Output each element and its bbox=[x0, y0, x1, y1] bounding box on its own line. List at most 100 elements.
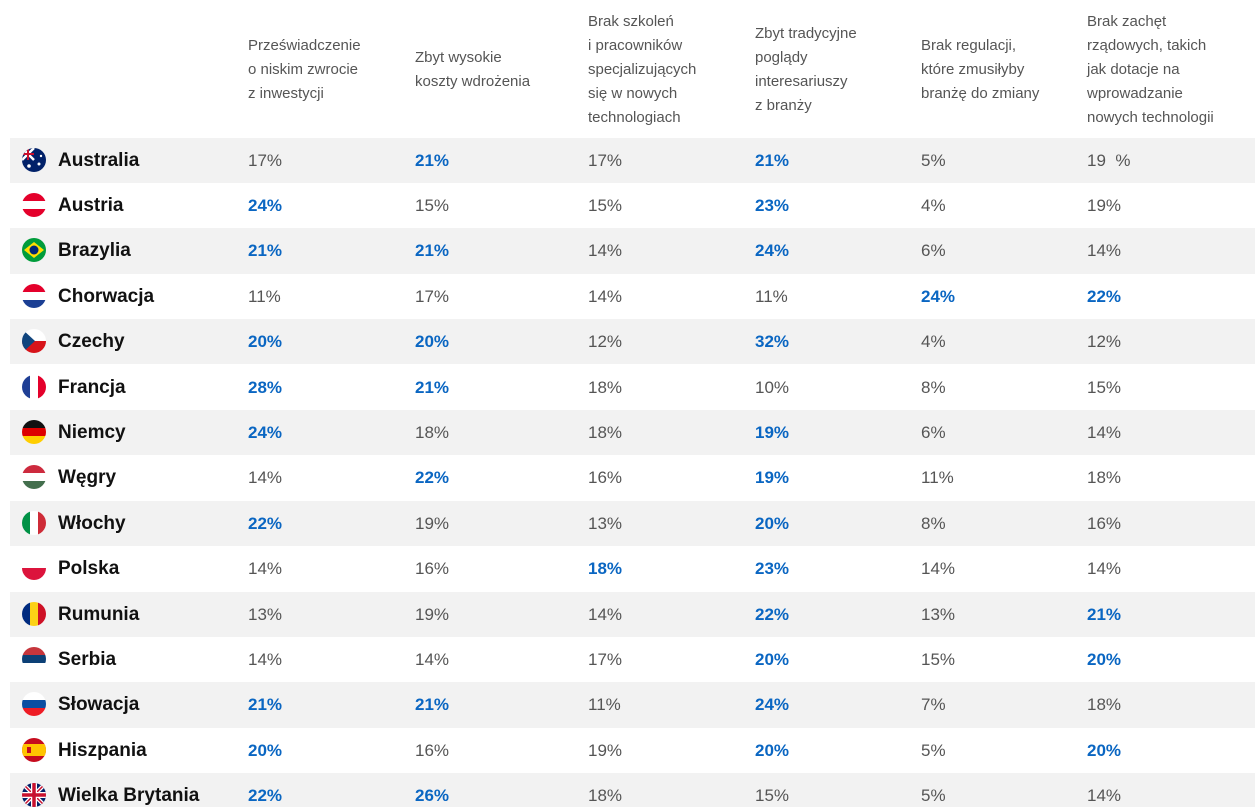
country-name: Włochy bbox=[58, 512, 126, 534]
flag-icon bbox=[22, 192, 46, 217]
table-cell: 32% bbox=[755, 332, 790, 352]
table-cell: 28% bbox=[248, 377, 283, 397]
table-row: Słowacja 21% 21% 11% 24% 7% 18% bbox=[10, 682, 1255, 728]
table-cell: 15% bbox=[921, 649, 956, 669]
table-cell: 22% bbox=[755, 604, 790, 624]
table-cell: 22% bbox=[1087, 286, 1122, 306]
country-name: Polska bbox=[58, 558, 120, 580]
country-name: Rumunia bbox=[58, 603, 140, 625]
table-row: Serbia 14% 14% 17% 20% 15% 20% bbox=[10, 637, 1255, 682]
table-cell: 26% bbox=[415, 786, 450, 806]
table-cell: 13% bbox=[248, 604, 283, 624]
table-cell: 16% bbox=[415, 740, 450, 760]
table-cell: 13% bbox=[921, 604, 956, 624]
column-header: Zbyt wysokie koszty wdrożenia bbox=[415, 49, 531, 90]
country-name: Niemcy bbox=[58, 421, 126, 443]
table-cell: 4% bbox=[921, 195, 946, 215]
table-cell: 7% bbox=[921, 695, 946, 715]
table-cell: 18% bbox=[588, 786, 623, 806]
table-cell: 20% bbox=[1087, 649, 1122, 669]
country-name: Chorwacja bbox=[58, 285, 155, 307]
flag-icon bbox=[22, 601, 46, 626]
table-cell: 22% bbox=[248, 513, 283, 533]
flag-icon bbox=[22, 419, 46, 444]
table-cell: 17% bbox=[588, 150, 623, 170]
table-cell: 23% bbox=[755, 195, 790, 215]
country-name: Brazylia bbox=[58, 240, 131, 262]
table-cell: 15% bbox=[1087, 377, 1122, 397]
table-cell: 20% bbox=[248, 332, 283, 352]
table-cell: 15% bbox=[755, 786, 790, 806]
table-cell: 18% bbox=[1087, 468, 1122, 488]
table-cell: 15% bbox=[588, 195, 623, 215]
column-header: Przeświadczenie o niskim zwrocie z inwes… bbox=[248, 37, 361, 102]
country-name: Słowacja bbox=[58, 694, 140, 716]
flag-icon bbox=[22, 238, 46, 263]
table-cell: 16% bbox=[588, 468, 623, 488]
table-cell: 19 % bbox=[1087, 150, 1131, 170]
country-name: Francja bbox=[58, 376, 126, 398]
table-cell: 14% bbox=[1087, 559, 1122, 579]
table-cell: 5% bbox=[921, 786, 946, 806]
flag-icon bbox=[22, 374, 46, 399]
table-cell: 8% bbox=[921, 377, 946, 397]
flag-icon bbox=[22, 646, 46, 671]
table-cell: 21% bbox=[415, 695, 450, 715]
table-cell: 11% bbox=[248, 286, 281, 306]
table-cell: 12% bbox=[1087, 332, 1122, 352]
table-row: Australia 17% 21% 17% 21% 5% 19 % bbox=[10, 137, 1255, 183]
table-row: Niemcy 24% 18% 18% 19% 6% 14% bbox=[10, 409, 1255, 456]
table-cell: 5% bbox=[921, 150, 946, 170]
table-cell: 22% bbox=[415, 468, 450, 488]
table-cell: 23% bbox=[755, 559, 790, 579]
table-cell: 17% bbox=[415, 286, 450, 306]
table-cell: 18% bbox=[588, 559, 623, 579]
flag-icon bbox=[22, 147, 46, 172]
table-cell: 14% bbox=[248, 649, 283, 669]
table-cell: 20% bbox=[755, 740, 790, 760]
column-header: Brak szkoleń i pracowników specjalizując… bbox=[588, 13, 697, 126]
table-row: Austria 24% 15% 15% 23% 4% 19% bbox=[10, 183, 1255, 228]
table-cell: 14% bbox=[921, 559, 956, 579]
flag-icon bbox=[22, 556, 46, 581]
table-cell: 6% bbox=[921, 241, 946, 261]
table-cell: 24% bbox=[755, 241, 790, 261]
table-cell: 15% bbox=[415, 195, 450, 215]
table-cell: 22% bbox=[248, 786, 283, 806]
table-cell: 24% bbox=[921, 286, 956, 306]
table-cell: 19% bbox=[1087, 195, 1122, 215]
flag-icon bbox=[22, 283, 46, 308]
table-cell: 24% bbox=[248, 422, 283, 442]
table-cell: 14% bbox=[248, 468, 283, 488]
table-cell: 20% bbox=[415, 332, 450, 352]
column-header: Zbyt tradycyjne poglądy interesariuszy z… bbox=[755, 25, 857, 114]
table-cell: 14% bbox=[415, 649, 450, 669]
table-cell: 18% bbox=[588, 422, 623, 442]
table-cell: 21% bbox=[248, 241, 283, 261]
table-cell: 10% bbox=[755, 377, 790, 397]
flag-icon bbox=[22, 737, 46, 762]
table-cell: 21% bbox=[415, 241, 450, 261]
table-row: Włochy 22% 19% 13% 20% 8% 16% bbox=[10, 500, 1255, 547]
table-row: Czechy 20% 20% 12% 32% 4% 12% bbox=[10, 319, 1255, 365]
table-cell: 21% bbox=[1087, 604, 1122, 624]
table-cell: 11% bbox=[755, 286, 788, 306]
table-cell: 14% bbox=[588, 604, 623, 624]
table-cell: 17% bbox=[588, 649, 623, 669]
table-row: Wielka Brytania 22% 26% 18% 15% 5% 14% bbox=[10, 773, 1255, 807]
country-name: Serbia bbox=[58, 648, 117, 670]
table-cell: 4% bbox=[921, 332, 946, 352]
table-cell: 16% bbox=[1087, 513, 1122, 533]
flag-icon bbox=[22, 329, 46, 354]
table-cell: 12% bbox=[588, 332, 623, 352]
table-cell: 18% bbox=[588, 377, 623, 397]
table-cell: 14% bbox=[1087, 241, 1122, 261]
table-row: Węgry 14% 22% 16% 19% 11% 18% bbox=[10, 455, 1255, 500]
flag-icon bbox=[22, 783, 46, 807]
table-cell: 21% bbox=[415, 377, 450, 397]
table-cell: 21% bbox=[248, 695, 283, 715]
table-cell: 18% bbox=[415, 422, 450, 442]
table-row: Hiszpania 20% 16% 19% 20% 5% 20% bbox=[10, 728, 1255, 773]
table-cell: 14% bbox=[248, 559, 283, 579]
